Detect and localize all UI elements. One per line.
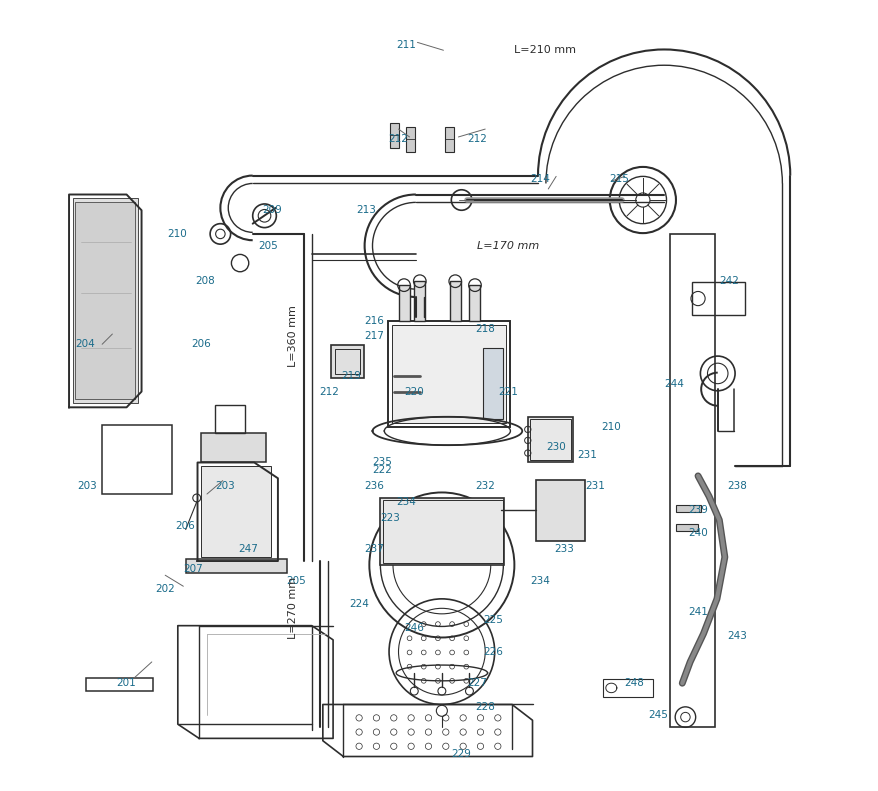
Text: 244: 244 bbox=[664, 379, 683, 388]
Text: 222: 222 bbox=[372, 465, 392, 475]
Bar bbox=[392, 324, 506, 423]
Text: 241: 241 bbox=[687, 607, 707, 617]
Bar bbox=[529, 419, 571, 460]
Text: 231: 231 bbox=[577, 449, 597, 460]
Text: 239: 239 bbox=[687, 505, 707, 515]
Text: 240: 240 bbox=[687, 528, 707, 539]
Bar bbox=[335, 349, 359, 374]
Text: 238: 238 bbox=[726, 481, 746, 491]
Text: 210: 210 bbox=[168, 229, 187, 239]
Text: 214: 214 bbox=[529, 174, 550, 184]
Text: 219: 219 bbox=[341, 371, 361, 380]
Text: 204: 204 bbox=[76, 339, 95, 350]
Bar bbox=[450, 282, 460, 320]
Text: 237: 237 bbox=[364, 544, 384, 554]
Bar bbox=[73, 199, 138, 403]
Text: 243: 243 bbox=[726, 631, 746, 641]
Text: 217: 217 bbox=[364, 331, 384, 342]
Text: 212: 212 bbox=[388, 134, 407, 144]
Text: 226: 226 bbox=[482, 647, 502, 657]
Text: 210: 210 bbox=[601, 422, 620, 432]
Text: 206: 206 bbox=[176, 520, 195, 531]
Text: 202: 202 bbox=[155, 584, 176, 593]
Bar bbox=[382, 501, 502, 562]
Bar bbox=[675, 505, 701, 512]
Text: 242: 242 bbox=[718, 276, 738, 286]
Text: 221: 221 bbox=[498, 387, 518, 396]
Text: 203: 203 bbox=[77, 481, 97, 491]
Text: 228: 228 bbox=[474, 702, 494, 712]
Text: L=210 mm: L=210 mm bbox=[514, 45, 576, 55]
Bar bbox=[214, 405, 245, 433]
Bar bbox=[201, 433, 266, 463]
Bar bbox=[405, 127, 414, 152]
Text: 225: 225 bbox=[482, 615, 502, 625]
Text: 236: 236 bbox=[364, 481, 384, 491]
Text: 205: 205 bbox=[258, 240, 277, 251]
Text: 234: 234 bbox=[529, 576, 550, 585]
Text: 206: 206 bbox=[191, 339, 211, 350]
Text: 245: 245 bbox=[648, 710, 667, 720]
Text: 218: 218 bbox=[474, 324, 494, 334]
Text: 208: 208 bbox=[195, 276, 214, 286]
Bar bbox=[527, 417, 572, 463]
Text: 220: 220 bbox=[404, 387, 423, 396]
Text: 227: 227 bbox=[466, 678, 486, 688]
Text: 246: 246 bbox=[404, 623, 423, 633]
Text: 229: 229 bbox=[450, 749, 471, 759]
Text: 212: 212 bbox=[466, 134, 486, 144]
Text: 201: 201 bbox=[116, 678, 136, 688]
Text: 230: 230 bbox=[545, 441, 565, 452]
Text: 216: 216 bbox=[364, 316, 384, 326]
Text: 233: 233 bbox=[553, 544, 573, 554]
Text: 231: 231 bbox=[585, 481, 605, 491]
Bar bbox=[398, 285, 409, 320]
Bar bbox=[380, 498, 504, 565]
Bar bbox=[482, 348, 502, 419]
Text: 212: 212 bbox=[320, 387, 339, 396]
Bar bbox=[444, 127, 454, 152]
Text: 235: 235 bbox=[372, 457, 392, 467]
Text: 223: 223 bbox=[380, 513, 399, 523]
Bar bbox=[201, 467, 270, 557]
Text: 207: 207 bbox=[184, 564, 203, 574]
Bar bbox=[390, 123, 399, 148]
Text: 247: 247 bbox=[238, 544, 258, 554]
Bar bbox=[102, 425, 171, 494]
Bar bbox=[185, 558, 286, 573]
Bar bbox=[675, 524, 697, 531]
Bar bbox=[414, 282, 425, 320]
Text: 209: 209 bbox=[262, 206, 282, 215]
Bar bbox=[469, 285, 480, 320]
Text: 203: 203 bbox=[214, 481, 234, 491]
Text: 213: 213 bbox=[356, 206, 376, 215]
Text: 232: 232 bbox=[474, 481, 494, 491]
Bar bbox=[669, 234, 715, 727]
Bar bbox=[388, 320, 510, 427]
Text: L=270 mm: L=270 mm bbox=[288, 577, 298, 639]
Text: 224: 224 bbox=[349, 600, 368, 609]
Text: 248: 248 bbox=[624, 678, 644, 688]
Bar bbox=[535, 480, 584, 541]
Text: 211: 211 bbox=[396, 40, 415, 50]
Bar bbox=[330, 345, 363, 378]
Text: L=170 mm: L=170 mm bbox=[477, 240, 539, 251]
Bar bbox=[691, 282, 745, 315]
Bar bbox=[76, 202, 135, 399]
Text: 205: 205 bbox=[285, 576, 306, 585]
Bar bbox=[86, 679, 153, 691]
Text: L=360 mm: L=360 mm bbox=[288, 305, 298, 367]
Circle shape bbox=[435, 706, 447, 717]
Text: 234: 234 bbox=[396, 497, 415, 507]
Text: 215: 215 bbox=[608, 174, 628, 184]
Bar bbox=[603, 679, 652, 697]
Circle shape bbox=[192, 494, 200, 502]
